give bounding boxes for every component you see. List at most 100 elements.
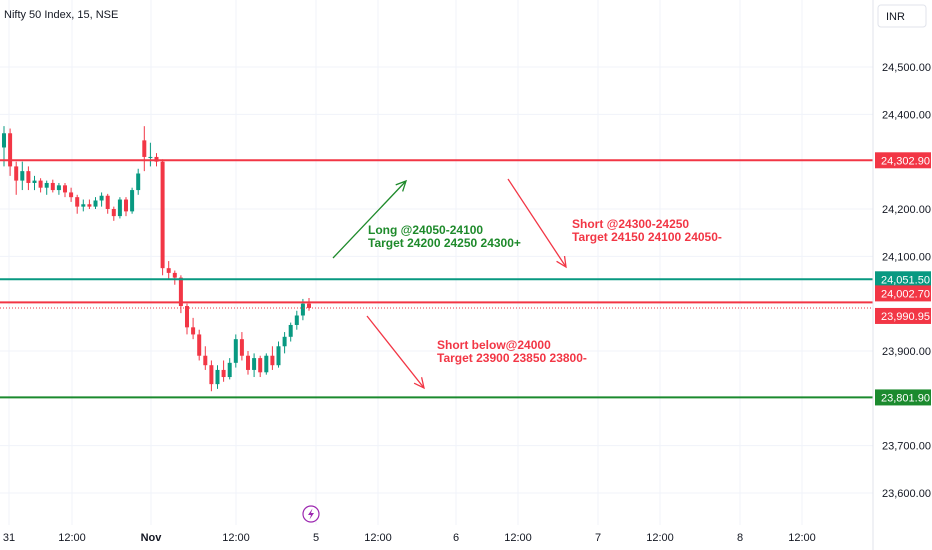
candle	[276, 341, 281, 368]
annotation-line: Target 24150 24100 24050-	[572, 230, 722, 244]
candle	[63, 182, 67, 198]
candle-body	[32, 180, 37, 183]
annotation-text[interactable]: Long @24050-24100 Target 24200 24250 2430…	[368, 223, 521, 250]
lightning-icon	[308, 508, 314, 520]
candle-body	[130, 190, 135, 212]
candle-body	[233, 339, 238, 363]
time-tick-label: 12:00	[364, 532, 392, 544]
level-label-box	[875, 285, 931, 302]
candle-body	[258, 358, 263, 373]
price-tick-label: 24,100.00	[882, 251, 931, 263]
annotation-line: Short @24300-24250	[572, 217, 689, 231]
annotation-text[interactable]: Short below@24000 Target 23900 23850 2380…	[437, 338, 587, 365]
candle-body	[166, 268, 171, 273]
candle	[172, 270, 177, 285]
candle	[130, 187, 135, 214]
annotation-text[interactable]: Short @24300-24250 Target 24150 24100 240…	[572, 217, 722, 244]
candle	[264, 353, 269, 375]
price-tick-label: 24,200.00	[882, 204, 931, 216]
candle	[136, 168, 141, 195]
time-tick-label: 31	[3, 532, 15, 544]
candle	[252, 353, 257, 378]
candle-body	[75, 197, 80, 207]
candle-body	[14, 166, 19, 181]
candle-body	[117, 199, 122, 217]
candle	[87, 199, 92, 209]
candle	[14, 161, 19, 195]
candle-body	[178, 277, 183, 307]
candle-body	[221, 369, 226, 378]
level-label-text: 24,302.90	[881, 155, 930, 167]
annotations: Long @24050-24100 Target 24200 24250 2430…	[368, 217, 722, 365]
candle-body	[300, 303, 305, 316]
candle	[56, 182, 61, 195]
arrow-head	[413, 377, 425, 390]
currency-button[interactable]	[877, 4, 927, 28]
candle-body	[2, 133, 6, 148]
candle-body	[270, 355, 275, 366]
time-tick-label: 7	[595, 532, 601, 544]
candles	[2, 126, 311, 392]
candle	[69, 187, 74, 202]
candle	[32, 175, 37, 191]
candle-body	[203, 355, 208, 366]
price-tick-label: 24,500.00	[882, 62, 931, 74]
candle	[26, 166, 31, 191]
candle-body	[99, 195, 104, 201]
time-tick-label: 12:00	[504, 532, 532, 544]
candle	[81, 199, 86, 212]
candle-body	[20, 171, 25, 181]
candle	[99, 192, 104, 207]
candle-body	[105, 195, 110, 209]
candle-body	[136, 173, 141, 191]
level-label-text: 24,051.50	[881, 274, 930, 286]
price-tick-label: 24,400.00	[882, 109, 931, 121]
candle	[166, 261, 171, 280]
time-tick-label: 8	[737, 532, 743, 544]
candle-body	[227, 362, 232, 378]
arrow-head	[395, 179, 408, 192]
time-axis[interactable]: 31 12:00 Nov 12:00 5 12:00 6 12:00 7 12:00 8 12:00	[3, 532, 816, 544]
candle-body	[69, 192, 74, 198]
annotation-line: Target 23900 23850 23800-	[437, 351, 587, 365]
candle-body	[44, 182, 49, 188]
price-tick-label: 23,600.00	[882, 488, 931, 500]
level-label: 24,002.70	[875, 285, 931, 302]
candle-body	[288, 324, 293, 337]
candle	[148, 142, 153, 167]
candle-body	[197, 334, 202, 356]
candle-body	[239, 339, 244, 356]
arrow	[507, 178, 567, 269]
price-tick-label: 23,900.00	[882, 346, 931, 358]
time-tick-label: 12:00	[222, 532, 250, 544]
candle-body	[93, 200, 98, 207]
time-tick-label: 12:00	[788, 532, 816, 544]
grid	[0, 0, 873, 525]
candle-body	[215, 369, 220, 385]
candle-body	[185, 306, 189, 328]
candle-body	[81, 204, 86, 207]
candle-body	[160, 161, 165, 269]
candle	[38, 178, 43, 193]
time-tick-label: 6	[453, 532, 459, 544]
candle	[8, 128, 13, 176]
candle-body	[38, 180, 43, 188]
candle	[258, 355, 263, 378]
candle	[215, 365, 220, 389]
event-marker[interactable]	[302, 505, 320, 523]
price-axis[interactable]: 24,500.00 24,400.00 24,200.00 24,100.00 23,9…	[882, 62, 931, 500]
candle	[93, 197, 98, 209]
price-tick-label: 23,700.00	[882, 441, 931, 453]
level-label-box	[875, 152, 931, 169]
arrow-shaft	[332, 180, 407, 259]
candle-body	[294, 315, 299, 325]
candle-body	[282, 336, 287, 347]
candle-body	[209, 365, 214, 385]
level-label-text: 24,002.70	[881, 288, 930, 300]
candle-body	[148, 156, 153, 158]
level-label-box	[875, 389, 931, 406]
candle-body	[8, 133, 13, 167]
candle	[197, 329, 202, 361]
candle	[294, 310, 299, 330]
